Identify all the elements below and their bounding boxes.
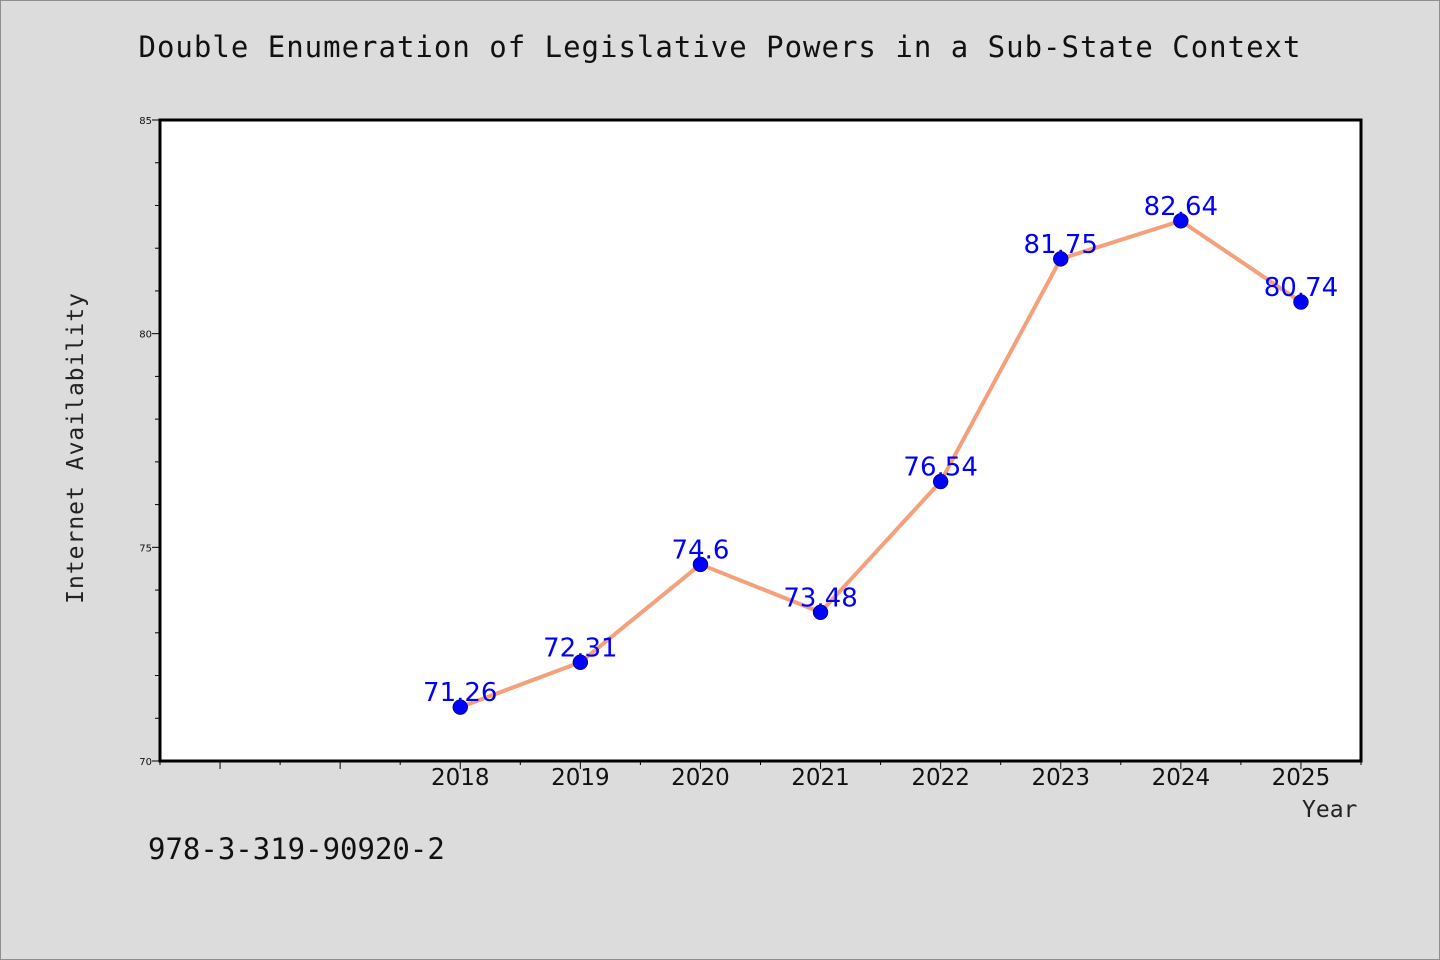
y-tick-label: 80 <box>139 330 152 341</box>
plot-border <box>158 118 1363 763</box>
x-axis-ticks: 2018 2019 2020 2021 2022 2023 2024 2025 <box>159 761 1362 791</box>
data-point <box>1053 251 1069 267</box>
data-label: 82.64 <box>1144 192 1218 222</box>
data-label: 73.48 <box>783 583 857 613</box>
chart-title: Double Enumeration of Legislative Powers… <box>138 30 1302 64</box>
x-tick-label: 2018 <box>431 765 490 791</box>
data-series: 71.26 72.31 74.6 73.48 76.54 81.75 82.64 80.74 <box>423 192 1338 715</box>
x-tick-label: 2022 <box>911 765 970 791</box>
x-tick-label: 2025 <box>1272 765 1331 791</box>
x-tick-label: 2020 <box>671 765 730 791</box>
x-tick-label: 2023 <box>1031 765 1090 791</box>
data-label: 80.74 <box>1264 273 1338 303</box>
data-point <box>932 473 949 490</box>
data-label: 74.6 <box>672 535 730 565</box>
y-tick-label: 85 <box>139 116 152 127</box>
y-tick-label: 70 <box>139 757 152 768</box>
data-point <box>572 654 589 671</box>
y-tick-label: 75 <box>139 543 152 554</box>
data-point <box>1173 213 1189 229</box>
footer-isbn: 978-3-319-90920-2 <box>148 832 445 866</box>
x-tick-label: 2024 <box>1152 765 1211 791</box>
data-label: 71.26 <box>423 678 497 708</box>
data-label: 76.54 <box>903 453 977 483</box>
y-axis-label: Internet Availability <box>63 292 89 604</box>
x-tick-label: 2021 <box>791 765 850 791</box>
data-point <box>812 604 829 621</box>
data-point <box>692 556 709 573</box>
data-label: 72.31 <box>543 633 617 663</box>
data-point <box>1293 294 1309 310</box>
x-tick-label: 2019 <box>551 765 610 791</box>
y-axis-ticks: 70 75 80 85 <box>139 116 160 768</box>
x-axis-label: Year <box>1302 797 1358 823</box>
data-point <box>452 699 468 715</box>
series-line <box>458 218 1303 710</box>
data-label: 81.75 <box>1024 230 1098 260</box>
